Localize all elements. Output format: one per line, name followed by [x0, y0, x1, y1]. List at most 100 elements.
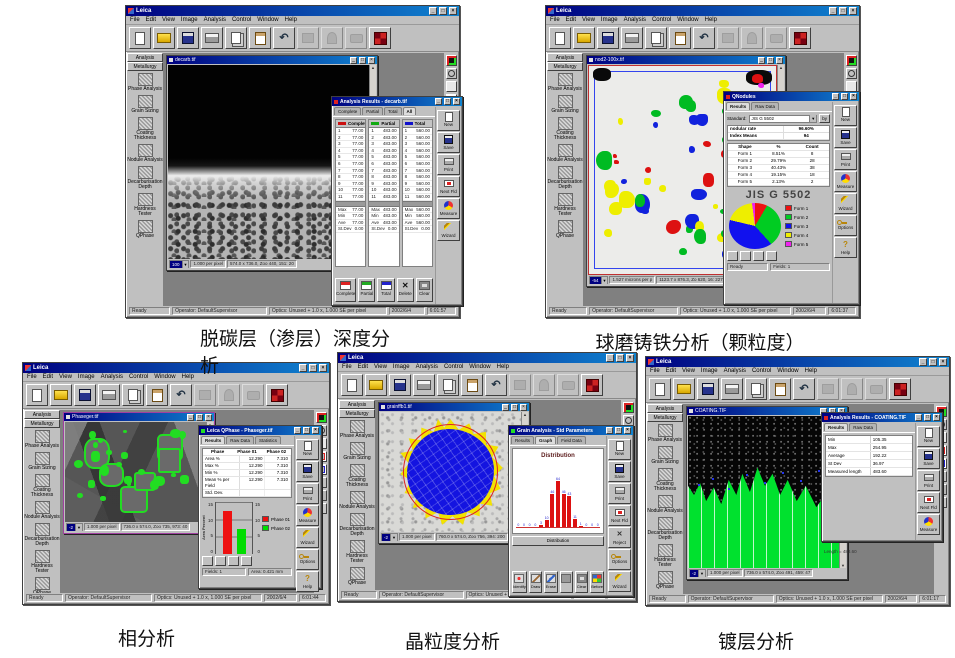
tab[interactable]: Statistics [255, 436, 282, 444]
wand-icon[interactable]: Wizard [834, 193, 857, 214]
acquire-icon[interactable] [845, 55, 857, 66]
menu-item[interactable]: Image [180, 17, 198, 23]
measure-icon[interactable] [194, 384, 216, 406]
distribution-button[interactable]: Distribution [512, 536, 604, 546]
acquire-icon[interactable] [445, 55, 457, 66]
sidebar-item[interactable]: Nodule Analysis [24, 499, 60, 521]
pattern-icon[interactable] [266, 384, 288, 406]
results-button[interactable]: Complete [335, 278, 357, 302]
menu-item[interactable]: Control [443, 364, 464, 370]
page-icon[interactable]: New [608, 439, 631, 460]
acquire-icon[interactable] [315, 412, 327, 423]
grain-tool-button[interactable]: Draw [528, 571, 543, 593]
title-bar[interactable]: Leica _ □ × [338, 353, 636, 363]
printer-icon[interactable]: Print [296, 483, 319, 504]
sidebar-item[interactable]: QPhase [127, 218, 163, 240]
zoom-select[interactable]: -2 ▼ [66, 523, 83, 531]
open-icon[interactable] [153, 27, 175, 49]
undo-icon[interactable] [170, 384, 192, 406]
menu-item[interactable]: Control [231, 17, 252, 23]
tab[interactable]: Field Data [557, 436, 586, 444]
measure-pie-icon[interactable]: Measure [834, 171, 857, 192]
print-icon[interactable] [413, 374, 435, 396]
close-button[interactable]: × [453, 98, 460, 105]
tab[interactable]: Results [726, 102, 751, 110]
menu-item[interactable]: File [130, 17, 140, 23]
sidebar-item[interactable]: Coating Thickness [339, 462, 375, 489]
sidebar-item[interactable]: Grain Sizing [127, 93, 163, 115]
sidebar-item[interactable]: Grain Sizing [647, 444, 683, 466]
sidebar-item[interactable]: Decarburisation Depth [647, 515, 683, 542]
measure-icon[interactable] [509, 374, 531, 396]
print-icon[interactable] [621, 27, 643, 49]
menu-item[interactable]: Help [704, 17, 717, 23]
field-step-icon[interactable] [740, 251, 751, 261]
grain-tool-button[interactable]: Erase [544, 571, 558, 593]
menu-item[interactable]: Edit [565, 17, 577, 23]
undo-icon[interactable] [793, 378, 815, 400]
print-icon[interactable] [721, 378, 743, 400]
open-icon[interactable] [50, 384, 72, 406]
menu-item[interactable]: Analysis [623, 17, 646, 23]
by-button[interactable]: by [819, 114, 830, 123]
sidebar-item[interactable]: Decarburisation Depth [339, 511, 375, 538]
undo-icon[interactable] [485, 374, 507, 396]
sidebar-item[interactable]: Phase Analysis [647, 422, 683, 444]
camera-icon[interactable] [345, 27, 367, 49]
sidebar-item[interactable]: Grain Sizing [24, 450, 60, 472]
results-button[interactable]: Delete [396, 278, 414, 302]
sidebar-item[interactable]: Nodule Analysis [547, 142, 583, 164]
open-icon[interactable] [365, 374, 387, 396]
close-button[interactable]: × [368, 56, 375, 64]
tab[interactable]: Graph [535, 436, 557, 444]
menu-item[interactable]: View [162, 17, 175, 23]
undo-icon[interactable] [273, 27, 295, 49]
image-title-bar[interactable]: grainffb1.tif _ □ × [379, 403, 529, 411]
maximize-button[interactable]: □ [444, 98, 451, 105]
menu-item[interactable]: Analysis [415, 364, 438, 370]
tab[interactable]: Complete [334, 107, 362, 115]
menu-item[interactable]: Image [77, 374, 95, 380]
wand-icon[interactable]: Wizard [296, 527, 319, 548]
zoom-select[interactable]: -54 ▼ [589, 276, 609, 284]
menu-item[interactable]: Window [154, 374, 176, 380]
disk-icon[interactable]: Save [437, 132, 460, 153]
wand-icon[interactable]: Wizard [608, 571, 631, 592]
page-icon[interactable]: New [834, 105, 857, 126]
standard-select[interactable]: JIS G 5502 ▼ [748, 114, 818, 123]
print-icon[interactable] [98, 384, 120, 406]
close-button[interactable]: × [449, 7, 457, 15]
menu-item[interactable]: Control [651, 17, 672, 23]
menu-item[interactable]: Help [284, 17, 297, 23]
menu-item[interactable]: Window [677, 17, 699, 23]
printer-icon[interactable]: Print [437, 154, 460, 175]
tab[interactable]: Raw Data [226, 436, 255, 444]
results-button[interactable]: Clear [415, 278, 434, 302]
sidebar-item[interactable]: Hardness Tester [547, 191, 583, 218]
key-icon[interactable]: Options [296, 549, 319, 570]
next-field-icon[interactable]: Next Fld [608, 505, 631, 526]
minimize-button[interactable]: _ [435, 98, 442, 105]
page-icon[interactable]: New [296, 439, 319, 460]
image-title-bar[interactable]: nod2-100x.tif _ □ × [587, 56, 785, 64]
menu-item[interactable]: File [342, 364, 352, 370]
menu-item[interactable]: File [550, 17, 560, 23]
sidebar-item[interactable]: QPhase [547, 218, 583, 240]
tab[interactable]: Raw Data [849, 423, 878, 431]
camera-icon[interactable] [242, 384, 264, 406]
zoom-select[interactable]: 100 ▼ [169, 260, 190, 268]
sidebar-item[interactable]: Phase Analysis [547, 71, 583, 93]
menu-item[interactable]: Analysis [203, 17, 226, 23]
title-bar[interactable]: Leica _ □ × [23, 363, 329, 373]
sidebar-item[interactable]: Coating Thickness [647, 466, 683, 493]
copy-icon[interactable] [437, 374, 459, 396]
menu-item[interactable]: Control [751, 368, 772, 374]
sidebar-tab[interactable]: Analysis [339, 400, 375, 409]
sidebar-tab[interactable]: Metallurgy [24, 419, 60, 428]
menu-item[interactable]: Window [257, 17, 279, 23]
acquire-icon[interactable] [622, 402, 634, 413]
next-field-icon[interactable]: Next Fld [917, 492, 940, 513]
sidebar-item[interactable]: Coating Thickness [24, 472, 60, 499]
close-button[interactable]: × [849, 7, 857, 15]
help-icon[interactable]: Help [296, 571, 319, 592]
